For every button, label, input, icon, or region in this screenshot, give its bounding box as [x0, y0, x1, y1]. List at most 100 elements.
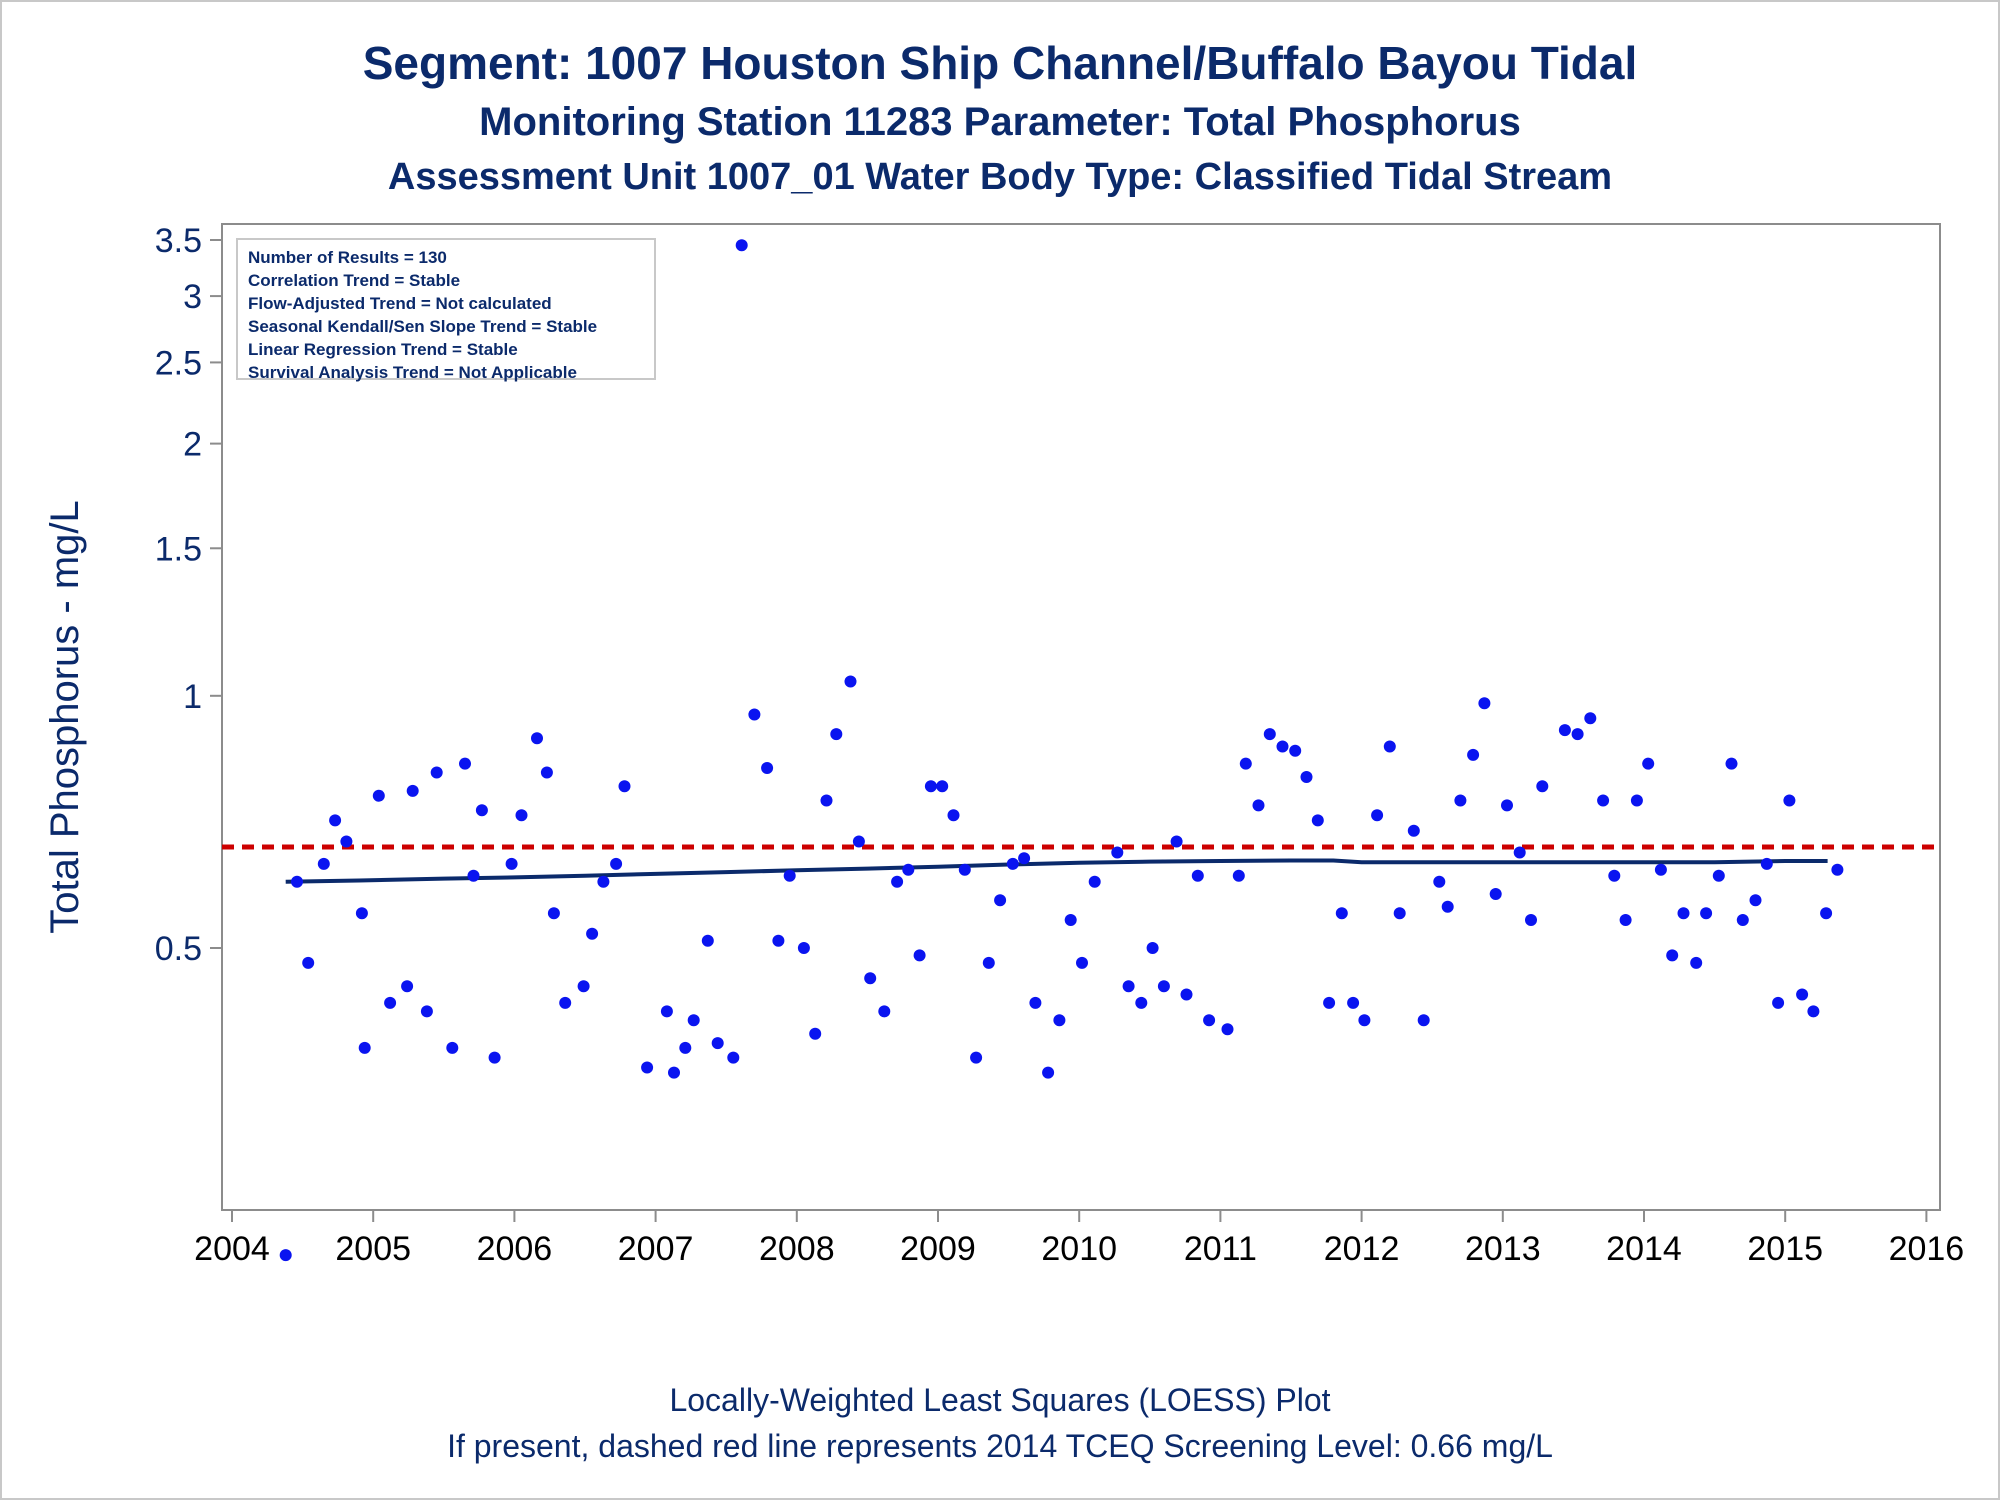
data-point [797, 942, 810, 954]
data-point [1783, 794, 1796, 807]
data-point [1407, 824, 1420, 837]
data-point [1191, 869, 1204, 882]
stats-line-correlation: Correlation Trend = Stable [248, 271, 461, 290]
data-point [711, 1037, 724, 1050]
data-point [1088, 875, 1101, 888]
data-point [372, 789, 385, 802]
stats-line-survival: Survival Analysis Trend = Not Applicable [248, 363, 577, 382]
data-point [358, 1041, 371, 1054]
data-point [446, 1041, 459, 1054]
data-point [1736, 914, 1749, 926]
data-point [488, 1051, 501, 1064]
chart-title: Segment: 1007 Houston Ship Channel/Buffa… [362, 37, 1638, 89]
data-point [291, 875, 303, 888]
data-point [618, 780, 631, 793]
data-point [467, 869, 480, 882]
data-point [687, 1014, 700, 1027]
data-point [878, 1005, 891, 1018]
data-point [1501, 799, 1513, 812]
data-point [475, 804, 488, 817]
data-point [864, 972, 877, 985]
data-point [1053, 1014, 1066, 1027]
data-point [679, 1041, 692, 1054]
x-tick-label: 2014 [1606, 1230, 1682, 1268]
data-point [748, 708, 761, 721]
data-point [772, 934, 785, 947]
data-point [586, 927, 599, 940]
data-point [597, 875, 610, 888]
x-tick-label: 2012 [1324, 1230, 1400, 1268]
data-point [1525, 914, 1537, 926]
y-tick-label: 3 [183, 278, 202, 316]
data-point [1558, 724, 1571, 737]
data-point [947, 809, 960, 822]
data-point [459, 757, 471, 770]
data-point [1700, 907, 1713, 920]
data-point [1772, 996, 1785, 1009]
data-point [1146, 942, 1159, 954]
data-point [1393, 907, 1406, 920]
data-point [1006, 857, 1019, 870]
data-point [1571, 728, 1584, 741]
data-point [1300, 771, 1313, 783]
data-point [902, 863, 915, 876]
data-point [1042, 1066, 1055, 1079]
stats-line-results: Number of Results = 130 [248, 248, 447, 267]
x-tick-label: 2007 [618, 1230, 694, 1268]
data-point [1712, 869, 1725, 882]
footnote-loess: Locally-Weighted Least Squares (LOESS) P… [669, 1382, 1331, 1418]
y-tick-label: 1.5 [155, 530, 202, 568]
data-point [660, 1005, 673, 1018]
x-tick-label: 2013 [1465, 1230, 1541, 1268]
data-point [384, 996, 397, 1009]
data-point [1311, 814, 1324, 827]
data-point [547, 907, 560, 920]
data-point [1433, 875, 1446, 888]
data-point [1630, 794, 1643, 807]
data-point [1584, 712, 1597, 725]
y-tick-label: 1 [183, 678, 202, 716]
data-point [1239, 757, 1252, 770]
data-point [809, 1027, 822, 1040]
data-point [340, 835, 353, 848]
data-point [1289, 744, 1302, 757]
x-tick-label: 2016 [1889, 1230, 1965, 1268]
data-point [761, 762, 774, 774]
data-point [1135, 996, 1148, 1009]
data-point [406, 784, 419, 797]
data-point [1221, 1023, 1234, 1036]
y-axis-label: Total Phosphorus - mg/L [43, 500, 87, 934]
x-tick-label: 2004 [194, 1230, 270, 1268]
data-point [913, 949, 926, 962]
data-point [1690, 956, 1703, 969]
data-point [1677, 907, 1690, 920]
chart-subtitle-station: Monitoring Station 11283 Parameter: Tota… [479, 100, 1521, 144]
data-point [1478, 697, 1491, 710]
data-point [982, 956, 995, 969]
x-tick-label: 2006 [477, 1230, 553, 1268]
data-point [641, 1061, 654, 1074]
data-point [727, 1051, 740, 1064]
data-point [505, 857, 518, 870]
footnote-screening: If present, dashed red line represents 2… [447, 1428, 1553, 1464]
x-tick-label: 2010 [1041, 1230, 1117, 1268]
data-point [1018, 852, 1031, 865]
data-point [1654, 863, 1667, 876]
data-point [1203, 1014, 1216, 1027]
data-point [852, 835, 865, 848]
data-point [317, 857, 330, 870]
data-point [1597, 794, 1610, 807]
data-point [830, 728, 843, 741]
data-point [1513, 846, 1526, 859]
data-point [1749, 894, 1762, 907]
data-point [1371, 809, 1384, 822]
data-point [1619, 914, 1632, 926]
y-tick-label: 2.5 [155, 344, 202, 382]
data-point [958, 863, 971, 876]
data-point [531, 732, 543, 745]
data-point [970, 1051, 983, 1064]
data-point [1323, 996, 1336, 1009]
y-tick-label: 3.5 [155, 222, 202, 260]
x-tick-label: 2011 [1184, 1230, 1257, 1268]
stats-line-linear-regression: Linear Regression Trend = Stable [248, 340, 518, 359]
